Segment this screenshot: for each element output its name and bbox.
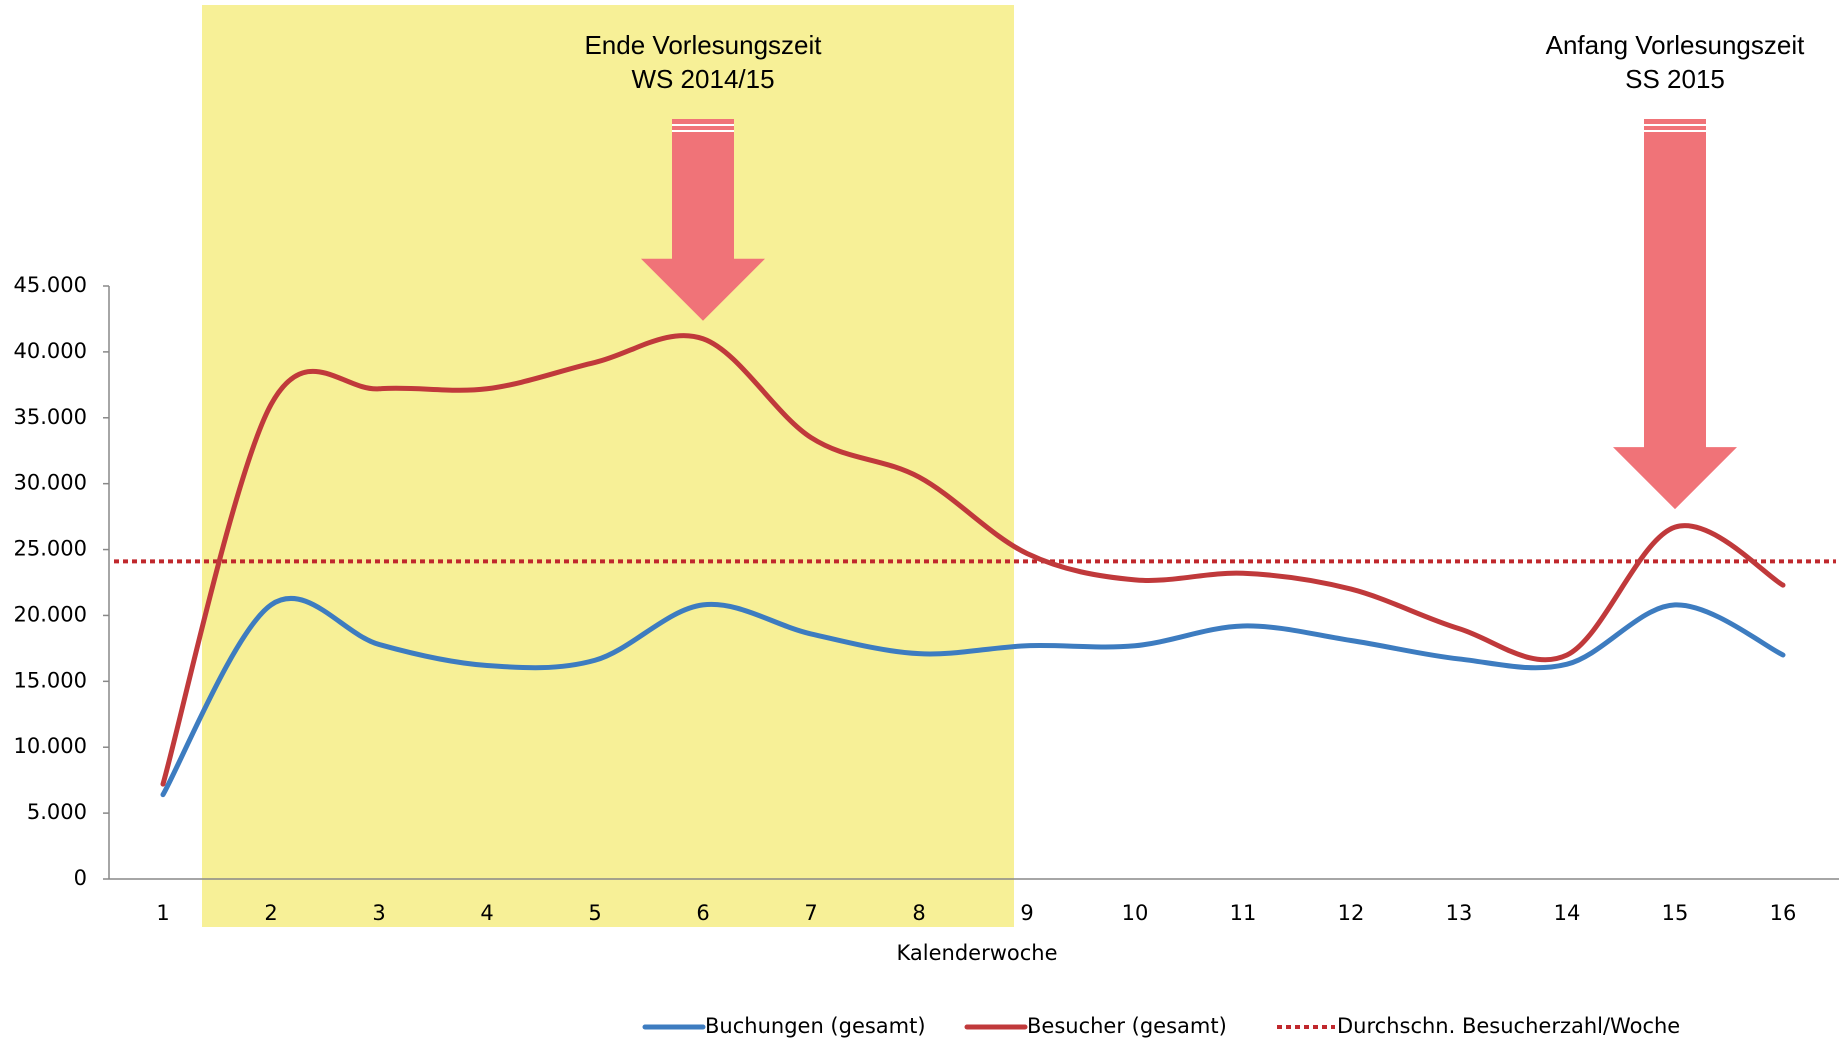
y-tick-label: 45.000 [14,273,87,297]
x-tick-label: 12 [1338,901,1365,925]
y-tick-label: 15.000 [14,668,87,692]
annotation-text: Anfang Vorlesungszeit [1546,30,1806,60]
annotation-text: WS 2014/15 [631,64,774,94]
arrow [1613,119,1737,510]
y-tick-label: 30.000 [14,471,87,495]
annotation-text: Ende Vorlesungszeit [584,30,822,60]
x-tick-label: 16 [1770,901,1797,925]
x-tick-label: 14 [1554,901,1581,925]
x-tick-label: 13 [1446,901,1473,925]
annotation-text: SS 2015 [1625,64,1725,94]
y-tick-label: 0 [74,866,87,890]
legend-label: Durchschn. Besucherzahl/Woche [1337,1014,1680,1038]
x-tick-label: 4 [480,901,493,925]
x-tick-label: 3 [372,901,385,925]
x-tick-label: 8 [912,901,925,925]
x-tick-label: 6 [696,901,709,925]
y-tick-label: 20.000 [14,602,87,626]
x-axis-label: Kalenderwoche [896,941,1057,965]
y-tick-label: 5.000 [27,800,87,824]
x-tick-label: 15 [1662,901,1689,925]
legend-label: Besucher (gesamt) [1027,1014,1227,1038]
x-tick-label: 1 [156,901,169,925]
x-tick-label: 9 [1020,901,1033,925]
y-tick-label: 25.000 [14,537,87,561]
arrow [641,119,765,321]
series-line [160,333,1786,787]
legend-label: Buchungen (gesamt) [705,1014,926,1038]
x-tick-label: 10 [1122,901,1149,925]
x-tick-label: 5 [588,901,601,925]
x-tick-label: 7 [804,901,817,925]
y-tick-label: 40.000 [14,339,87,363]
x-tick-label: 2 [264,901,277,925]
lecture-period-shading [202,5,1014,927]
series-line [160,596,1786,798]
y-tick-label: 10.000 [14,734,87,758]
y-tick-label: 35.000 [14,405,87,429]
x-tick-label: 11 [1230,901,1257,925]
